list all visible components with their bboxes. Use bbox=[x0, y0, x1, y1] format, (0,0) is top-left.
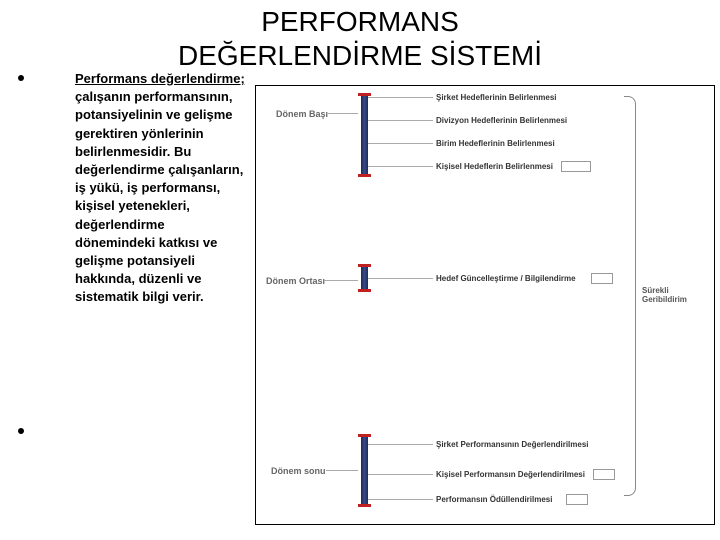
title-line-2: DEĞERLENDİRME SİSTEMİ bbox=[178, 40, 542, 71]
period-start-label: Dönem Başı bbox=[276, 109, 328, 119]
branch-line-3 bbox=[368, 143, 433, 144]
feedback-label: Sürekli Geribildirim bbox=[642, 286, 714, 304]
branch-line-7 bbox=[368, 474, 433, 475]
para-lead: Performans değerlendirme; bbox=[75, 71, 245, 86]
timeline-bar-top bbox=[361, 94, 368, 176]
definition-paragraph: Performans değerlendirme; çalışanın perf… bbox=[75, 70, 245, 306]
branch-line-2 bbox=[368, 120, 433, 121]
feedback-bracket bbox=[624, 96, 636, 496]
period-line-3 bbox=[326, 470, 358, 471]
node-5-box bbox=[591, 273, 613, 284]
branch-line-5 bbox=[368, 278, 433, 279]
tick-2 bbox=[358, 174, 371, 177]
branch-line-4 bbox=[368, 166, 433, 167]
period-line-2 bbox=[324, 280, 358, 281]
node-3: Birim Hedeflerinin Belirlenmesi bbox=[436, 139, 555, 148]
node-7: Kişisel Performansın Değerlendirilmesi bbox=[436, 470, 585, 479]
timeline-bar-mid bbox=[361, 266, 368, 290]
node-4: Kişisel Hedeflerin Belirlenmesi bbox=[436, 162, 553, 171]
node-8-box bbox=[566, 494, 588, 505]
node-6: Şirket Performansının Değerlendirilmesi bbox=[436, 440, 589, 449]
tick-3 bbox=[358, 264, 371, 267]
node-8: Performansın Ödüllendirilmesi bbox=[436, 495, 552, 504]
period-end-label: Dönem sonu bbox=[271, 466, 326, 476]
node-2: Divizyon Hedeflerinin Belirlenmesi bbox=[436, 116, 567, 125]
tick-6 bbox=[358, 504, 371, 507]
node-4-box bbox=[561, 161, 591, 172]
branch-line-1 bbox=[368, 97, 433, 98]
page-title: PERFORMANS DEĞERLENDİRME SİSTEMİ bbox=[0, 5, 720, 72]
branch-line-8 bbox=[368, 499, 433, 500]
period-line-1 bbox=[328, 113, 358, 114]
process-diagram: Dönem Başı Dönem Ortası Dönem sonu Şirke… bbox=[255, 85, 715, 525]
branch-line-6 bbox=[368, 444, 433, 445]
bullet-1 bbox=[18, 75, 24, 81]
node-7-box bbox=[593, 469, 615, 480]
node-1: Şirket Hedeflerinin Belirlenmesi bbox=[436, 93, 557, 102]
period-mid-label: Dönem Ortası bbox=[266, 276, 325, 286]
tick-4 bbox=[358, 289, 371, 292]
bullet-2 bbox=[18, 428, 24, 434]
timeline-bar-bottom bbox=[361, 436, 368, 506]
para-body: çalışanın performansının, potansiyelinin… bbox=[75, 89, 243, 304]
node-5: Hedef Güncelleştirme / Bilgilendirme bbox=[436, 274, 576, 283]
title-line-1: PERFORMANS bbox=[261, 6, 459, 37]
tick-5 bbox=[358, 434, 371, 437]
tick-1 bbox=[358, 93, 371, 96]
